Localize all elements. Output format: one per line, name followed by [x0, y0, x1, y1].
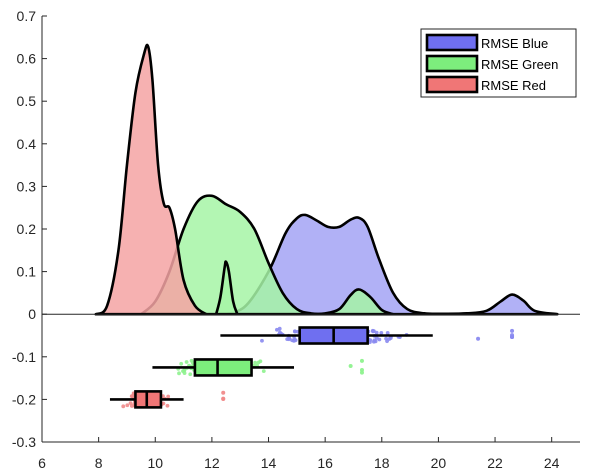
legend-swatch-rmse-green — [425, 54, 479, 73]
rmse-blue-point — [379, 331, 384, 335]
rmse-red-point — [125, 403, 130, 408]
y-tick-label: -0.2 — [12, 391, 36, 407]
rmse-green-point — [177, 371, 181, 376]
rmse-blue-point — [388, 336, 393, 341]
y-tick-label: 0.1 — [17, 264, 37, 280]
x-tick-label: 10 — [147, 455, 163, 471]
rmse-green-density — [139, 194, 395, 316]
legend-label-rmse-red: RMSE Red — [481, 78, 546, 93]
tick-labels: -0.3 -0.2 -0.1 0 0.1 0.2 0.3 0.4 0.5 0.6 0.7 6 8 10 12… — [12, 8, 560, 471]
y-tick-label: 0.5 — [17, 93, 37, 109]
legend-label-rmse-blue: RMSE Blue — [481, 36, 548, 51]
rmse-green-point — [258, 359, 263, 364]
y-tick-label: 0 — [28, 306, 36, 322]
rmse-blue-point — [278, 330, 282, 335]
y-tick-label: 0.3 — [17, 178, 37, 194]
rmse-blue-point — [377, 337, 382, 342]
rmse-red-point — [165, 403, 170, 408]
rmse-blue-point — [277, 326, 282, 331]
rmse-red-density — [94, 43, 208, 316]
y-tick-label: 0.7 — [17, 8, 37, 24]
rmse-red-outlier — [221, 396, 226, 401]
rmse-green-point — [188, 372, 193, 377]
rmse-green-density-peak — [214, 260, 239, 316]
y-tick-label: 0.6 — [17, 51, 37, 67]
rmse-red-point — [129, 404, 134, 408]
rmse-blue-outlier — [510, 328, 515, 333]
rmse-green-point — [179, 361, 184, 366]
rmse-blue-point — [285, 337, 290, 342]
rmse-blue-density — [224, 213, 559, 316]
y-tick-label: -0.3 — [12, 434, 36, 450]
rmse-blue-point — [374, 330, 379, 335]
density-layer — [94, 43, 559, 316]
legend: RMSE Blue RMSE Green RMSE Red — [420, 28, 577, 98]
y-tick-label: 0.4 — [17, 136, 37, 152]
plot-area — [94, 43, 559, 409]
rmse-red-outlier — [221, 390, 226, 395]
legend-swatch-rmse-blue — [425, 33, 479, 52]
rmse-blue-point — [290, 338, 295, 343]
rmse-red-box — [134, 390, 163, 409]
x-tick-label: 22 — [487, 455, 503, 471]
rmse-blue-point — [292, 329, 297, 334]
rmse-green-point — [189, 358, 194, 363]
rmse-blue-outlier — [476, 336, 481, 341]
rmse-green-point — [184, 360, 189, 364]
x-tick-label: 16 — [317, 455, 333, 471]
rmse-green-box — [193, 358, 253, 377]
rmse-red-point — [130, 394, 135, 399]
x-tick-label: 6 — [38, 455, 46, 471]
rmse-green-outlier — [359, 370, 364, 375]
rmse-red-point — [166, 394, 171, 399]
x-tick-label: 14 — [261, 455, 277, 471]
rmse-green-point — [253, 360, 258, 365]
x-tick-label: 8 — [95, 455, 103, 471]
axes — [41, 15, 580, 443]
rmse-blue-outlier — [510, 333, 515, 338]
rmse-blue-point — [293, 338, 298, 343]
rmse-green-point — [182, 371, 187, 376]
rmse-green-point — [261, 369, 266, 374]
rmse-green-outlier — [348, 364, 353, 369]
x-tick-label: 20 — [431, 455, 447, 471]
rmse-blue-point — [385, 331, 390, 335]
box-layer — [109, 326, 433, 409]
y-tick-label: -0.1 — [12, 349, 36, 365]
y-tick-label: 0.2 — [17, 221, 37, 237]
rmse-blue-point — [373, 339, 378, 344]
legend-label-rmse-green: RMSE Green — [481, 57, 558, 72]
rmse-red-point — [128, 401, 133, 406]
legend-swatch-rmse-red — [425, 75, 479, 94]
rmse-blue-point — [260, 338, 264, 343]
x-tick-label: 18 — [374, 455, 390, 471]
rmse-blue-point — [384, 336, 388, 341]
rmse-red-point — [121, 404, 126, 409]
rmse-blue-point — [371, 329, 375, 334]
x-tick-label: 24 — [544, 455, 560, 471]
rmse-green-outlier — [359, 358, 364, 363]
x-tick-label: 12 — [204, 455, 220, 471]
